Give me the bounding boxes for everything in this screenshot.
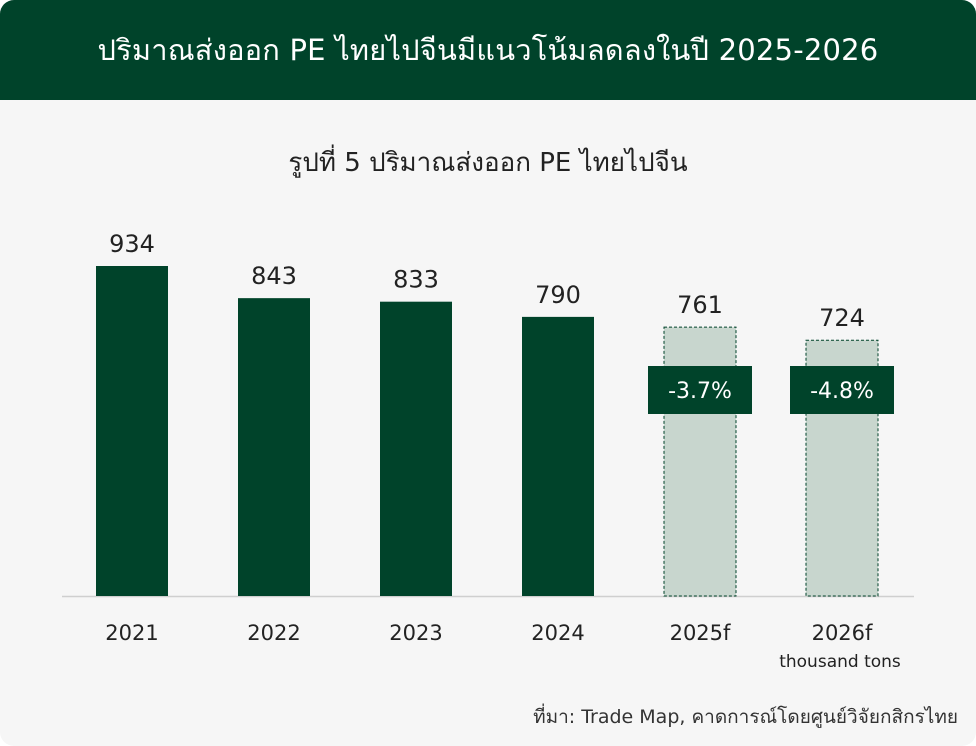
header-banner: ปริมาณส่งออก PE ไทยไปจีนมีแนวโน้มลดลงในป… — [0, 0, 976, 100]
growth-badge — [648, 366, 752, 414]
x-tick-label: 2022 — [247, 621, 300, 645]
chart-title: รูปที่ 5 ปริมาณส่งออก PE ไทยไปจีน — [288, 148, 688, 178]
header-title: ปริมาณส่งออก PE ไทยไปจีนมีแนวโน้มลดลงในป… — [97, 33, 879, 67]
x-tick-label: 2023 — [389, 621, 442, 645]
bar — [238, 298, 310, 596]
growth-badge — [790, 366, 894, 414]
source-note: ที่มา: Trade Map, คาดการณ์โดยศูนย์วิจัยก… — [533, 706, 958, 728]
data-label: 833 — [393, 266, 439, 294]
x-tick-label: 2021 — [105, 621, 158, 645]
unit-label: thousand tons — [779, 652, 901, 672]
data-label: 724 — [819, 304, 865, 332]
growth-label: -3.7% — [668, 379, 732, 404]
growth-label: -4.8% — [810, 379, 874, 404]
bar — [380, 301, 452, 596]
x-tick-label: 2025f — [670, 621, 731, 645]
data-label: 843 — [251, 262, 297, 290]
data-label: 790 — [535, 281, 581, 309]
x-tick-label: 2024 — [531, 621, 584, 645]
x-tick-label: 2026f — [812, 621, 873, 645]
bar — [96, 266, 168, 596]
data-label: 761 — [677, 291, 723, 319]
bar — [522, 316, 594, 596]
data-label: 934 — [109, 230, 155, 258]
